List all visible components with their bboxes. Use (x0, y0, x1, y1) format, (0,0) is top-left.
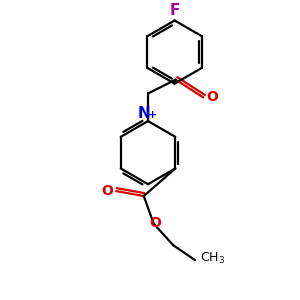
Text: +: + (148, 110, 158, 120)
Text: O: O (206, 90, 218, 104)
Text: O: O (101, 184, 113, 198)
Text: O: O (150, 216, 162, 230)
Text: F: F (169, 3, 180, 18)
Text: N: N (138, 106, 151, 121)
Text: CH$_3$: CH$_3$ (200, 250, 225, 266)
